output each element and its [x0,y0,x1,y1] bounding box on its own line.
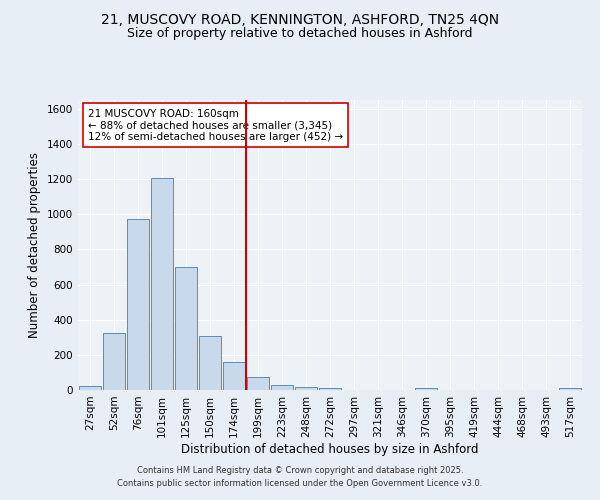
Bar [295,388,317,390]
Bar [223,362,245,390]
Bar [151,178,173,390]
Bar [271,384,293,390]
Text: 21, MUSCOVY ROAD, KENNINGTON, ASHFORD, TN25 4QN: 21, MUSCOVY ROAD, KENNINGTON, ASHFORD, T… [101,12,499,26]
Bar [79,386,101,390]
Bar [415,388,437,390]
Bar [127,218,149,390]
Text: Contains HM Land Registry data © Crown copyright and database right 2025.
Contai: Contains HM Land Registry data © Crown c… [118,466,482,487]
Bar [175,267,197,390]
Y-axis label: Number of detached properties: Number of detached properties [28,152,41,338]
Text: 21 MUSCOVY ROAD: 160sqm
← 88% of detached houses are smaller (3,345)
12% of semi: 21 MUSCOVY ROAD: 160sqm ← 88% of detache… [88,108,343,142]
Bar [319,388,341,390]
X-axis label: Distribution of detached houses by size in Ashford: Distribution of detached houses by size … [181,442,479,456]
Text: Size of property relative to detached houses in Ashford: Size of property relative to detached ho… [127,28,473,40]
Bar [103,333,125,390]
Bar [247,377,269,390]
Bar [559,388,581,390]
Bar [199,336,221,390]
